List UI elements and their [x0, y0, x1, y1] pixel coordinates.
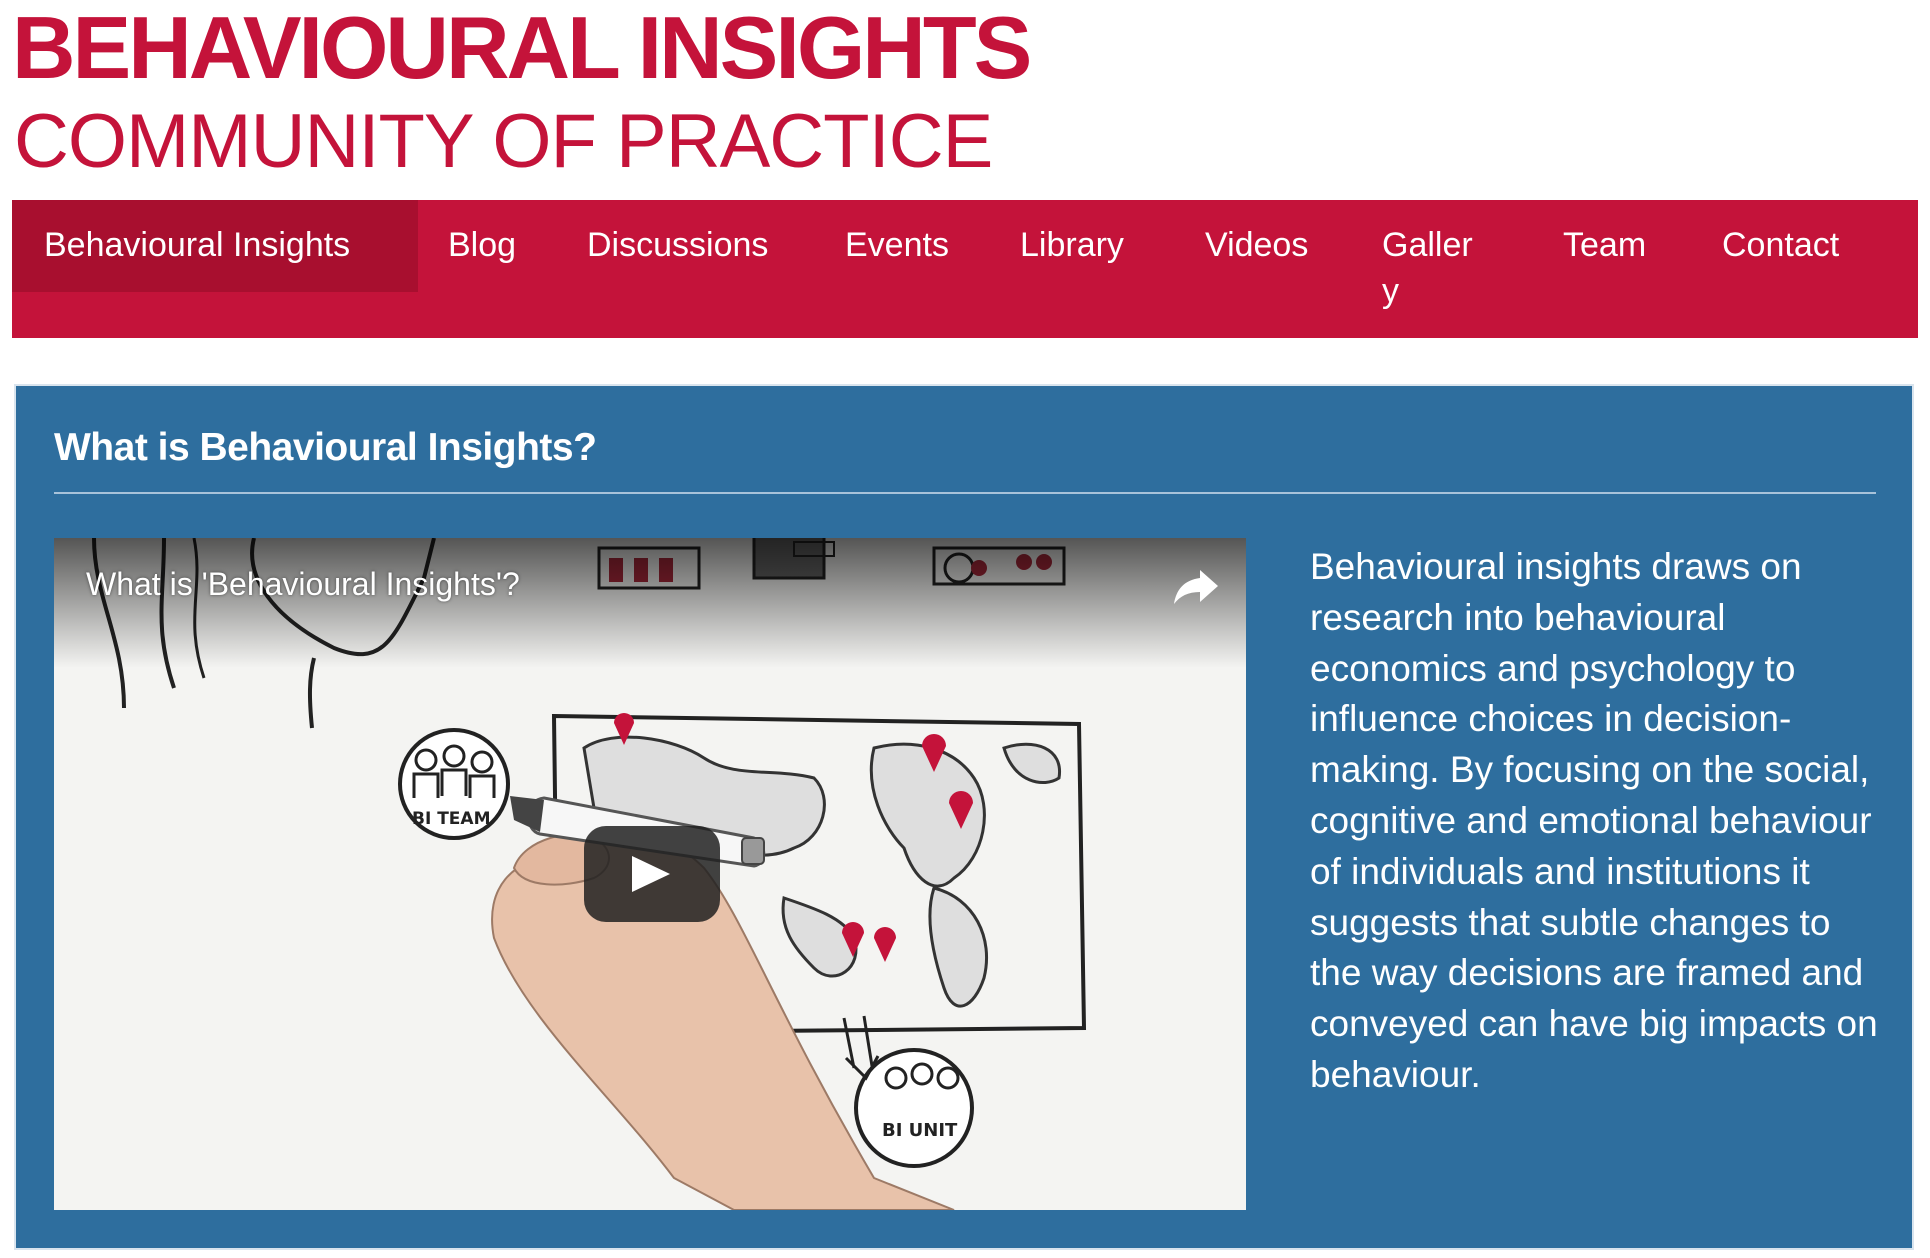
- nav-item-label: Blog: [448, 226, 517, 264]
- nav-item-behavioural-insights[interactable]: Behavioural Insights: [12, 200, 418, 292]
- nav-item-team[interactable]: Team: [1563, 200, 1646, 292]
- play-icon: [632, 856, 670, 892]
- nav-item-label: Videos: [1205, 226, 1309, 264]
- intro-panel: What is Behavioural Insights?: [14, 384, 1914, 1250]
- nav-item-label: Discussions: [587, 226, 769, 264]
- nav-item-events[interactable]: Events: [845, 200, 949, 292]
- site-masthead: BEHAVIOURAL INSIGHTS COMMUNITY OF PRACTI…: [12, 0, 1212, 190]
- nav-item-blog[interactable]: Blog: [448, 200, 516, 292]
- main-nav: Behavioural Insights Blog Discussions Ev…: [12, 200, 1918, 338]
- nav-item-label: Behavioural Insights: [44, 226, 351, 264]
- video-title[interactable]: What is 'Behavioural Insights'?: [86, 566, 520, 602]
- section-heading: What is Behavioural Insights?: [54, 426, 597, 469]
- nav-item-contact[interactable]: Contact: [1722, 200, 1839, 292]
- nav-item-label: Contact: [1722, 226, 1840, 264]
- bi-unit-sketch-label: BI UNIT: [882, 1120, 958, 1141]
- video-title-overlay: [54, 538, 1246, 668]
- site-title[interactable]: BEHAVIOURAL INSIGHTS: [12, 0, 1032, 97]
- nav-item-label: Library: [1020, 226, 1124, 264]
- nav-item-label-line2: y: [1382, 272, 1399, 310]
- divider: [54, 492, 1876, 494]
- nav-item-gallery[interactable]: Galler y: [1382, 200, 1473, 330]
- nav-item-discussions[interactable]: Discussions: [587, 200, 768, 292]
- site-subtitle[interactable]: COMMUNITY OF PRACTICE: [14, 99, 993, 184]
- intro-description: Behavioural insights draws on research i…: [1310, 546, 1878, 1095]
- nav-item-library[interactable]: Library: [1020, 200, 1124, 292]
- nav-item-label-line1: Galler: [1382, 226, 1473, 264]
- share-icon[interactable]: [1172, 564, 1222, 608]
- bi-team-sketch-label: BI TEAM: [412, 809, 490, 829]
- video-player[interactable]: BI TEAM BI UNIT What is 'Behavioural Ins…: [54, 538, 1246, 1210]
- play-button[interactable]: [584, 826, 720, 922]
- nav-item-label: Team: [1563, 226, 1647, 264]
- nav-item-videos[interactable]: Videos: [1205, 200, 1308, 292]
- nav-item-label: Events: [845, 226, 949, 264]
